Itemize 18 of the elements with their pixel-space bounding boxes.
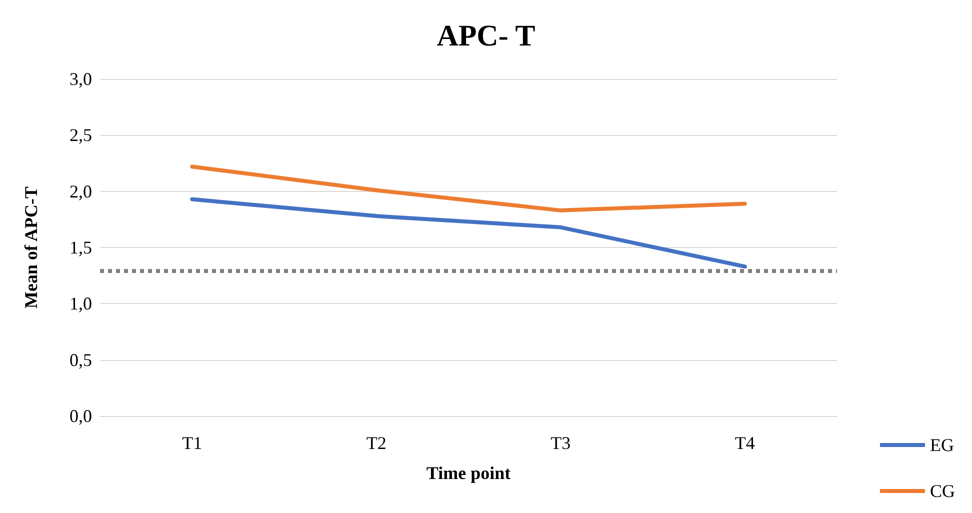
legend-label: CG xyxy=(930,481,956,501)
y-tick-label: 2,0 xyxy=(70,181,92,202)
y-tick-label: 1,5 xyxy=(70,238,92,258)
x-tick-label: T1 xyxy=(182,433,202,453)
x-tick-label: T3 xyxy=(550,433,571,453)
chart-title: APC- T xyxy=(436,20,536,52)
y-tick-label: 1,0 xyxy=(70,294,92,314)
line-series xyxy=(190,197,747,269)
x-axis-title: Time point xyxy=(426,463,511,483)
line-series xyxy=(190,164,747,212)
x-tick-label: T2 xyxy=(366,433,386,453)
y-tick-label: 2,5 xyxy=(70,125,92,146)
y-tick-label: 0,0 xyxy=(70,406,92,426)
x-tick-label: T4 xyxy=(734,433,755,453)
y-tick-label: 3,0 xyxy=(70,69,92,89)
legend-label: EG xyxy=(930,435,954,455)
y-tick-label: 0,5 xyxy=(70,350,92,370)
y-axis-title: Mean of APC-T xyxy=(21,186,41,308)
